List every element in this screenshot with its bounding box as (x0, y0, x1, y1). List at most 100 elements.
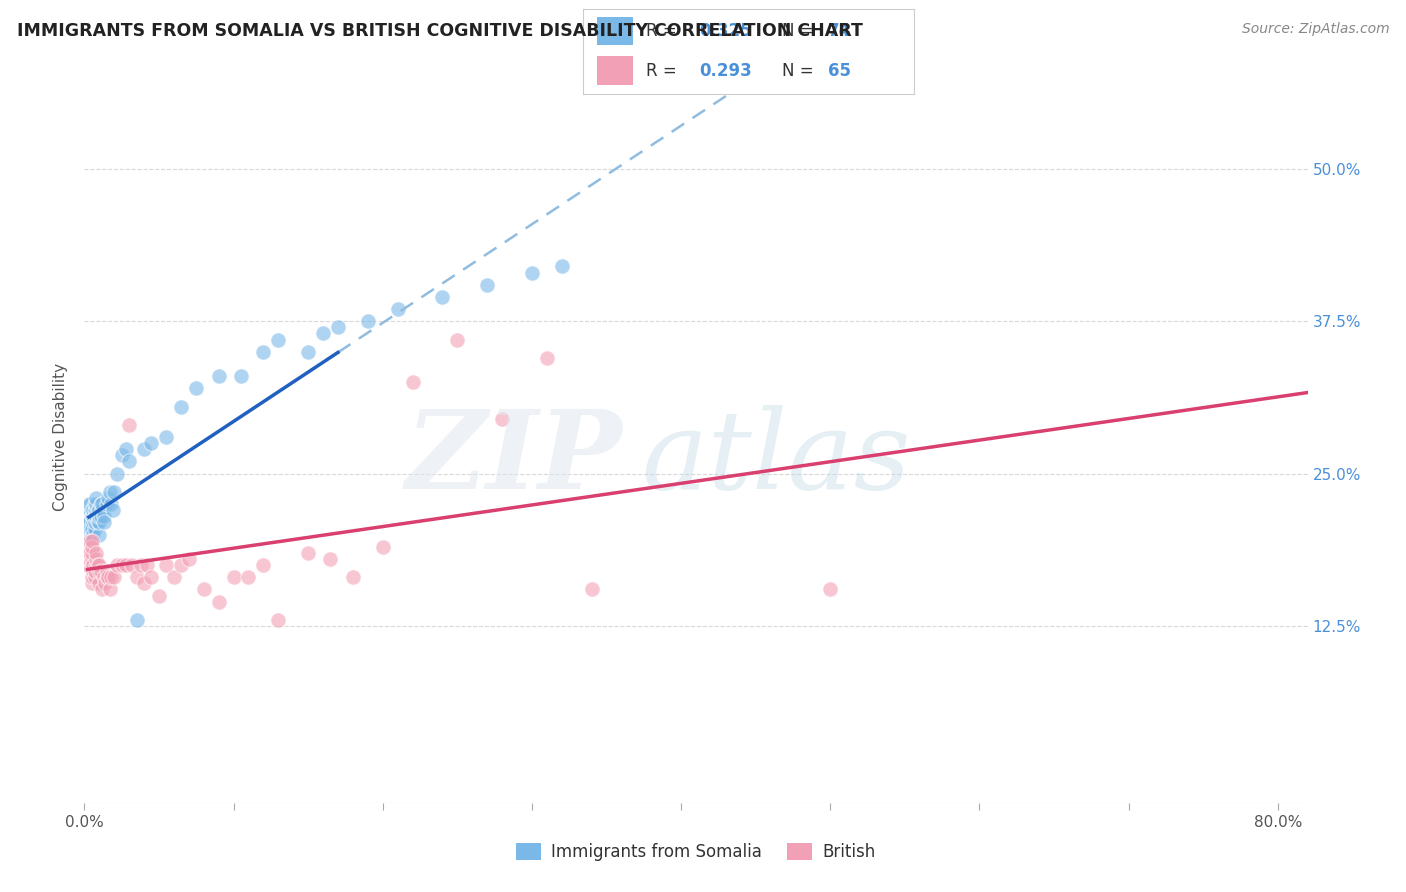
Point (79, 533, 101, 548)
Point (77, 509, 100, 524)
Point (82, 516, 104, 530)
Text: 65: 65 (828, 62, 851, 79)
Point (84, 552, 107, 566)
Point (125, 570, 148, 584)
Point (79, 546, 101, 560)
Point (118, 454, 141, 468)
Y-axis label: Cognitive Disability: Cognitive Disability (53, 363, 69, 511)
Point (97, 570, 120, 584)
Point (84, 491, 107, 505)
Point (105, 467, 128, 481)
Point (141, 570, 163, 584)
Point (229, 369, 252, 384)
Point (148, 589, 170, 603)
Point (80, 533, 103, 548)
Point (96, 564, 118, 578)
Point (89, 576, 111, 591)
Point (520, 266, 543, 280)
Point (83, 564, 105, 578)
Text: ZIP: ZIP (406, 405, 623, 513)
Point (98, 485, 121, 500)
Point (87, 558, 110, 573)
Point (79, 516, 101, 530)
Point (84, 509, 107, 524)
Point (87, 516, 110, 530)
Point (91, 497, 114, 511)
Point (82, 527, 104, 541)
Point (475, 277, 498, 292)
Point (97, 491, 120, 505)
Text: N =: N = (782, 62, 818, 79)
Point (93, 516, 115, 530)
Point (80, 503, 103, 517)
Point (89, 516, 111, 530)
Point (252, 344, 274, 359)
Point (96, 570, 118, 584)
Text: IMMIGRANTS FROM SOMALIA VS BRITISH COGNITIVE DISABILITY CORRELATION CHART: IMMIGRANTS FROM SOMALIA VS BRITISH COGNI… (17, 22, 863, 40)
Point (491, 412, 513, 426)
Point (89, 558, 111, 573)
Point (79, 503, 101, 517)
Point (551, 260, 574, 274)
Point (326, 320, 349, 334)
Point (82, 503, 104, 517)
Point (82, 564, 104, 578)
Point (80, 527, 103, 541)
Point (82, 558, 104, 573)
Point (103, 570, 125, 584)
Point (132, 576, 155, 591)
Text: 0.325: 0.325 (699, 22, 752, 40)
Point (77, 516, 100, 530)
Point (163, 570, 186, 584)
Point (83, 503, 105, 517)
Point (297, 344, 319, 359)
Point (77, 540, 100, 554)
Point (79, 533, 101, 548)
Point (90, 564, 112, 578)
Point (115, 442, 138, 457)
Point (80, 570, 103, 584)
Point (80, 540, 103, 554)
Point (222, 570, 245, 584)
Point (536, 351, 558, 365)
Point (193, 582, 215, 597)
Point (101, 503, 124, 517)
Text: R =: R = (647, 22, 682, 40)
Point (80, 552, 103, 566)
Point (319, 552, 342, 566)
FancyBboxPatch shape (596, 17, 633, 45)
Point (76, 558, 98, 573)
Point (80, 540, 103, 554)
Point (82, 509, 104, 524)
Point (312, 326, 335, 341)
Point (98, 582, 121, 597)
Point (207, 369, 229, 384)
Point (170, 558, 193, 573)
Text: R =: R = (647, 62, 682, 79)
Point (83, 521, 105, 535)
FancyBboxPatch shape (596, 56, 633, 85)
Point (89, 509, 111, 524)
Point (77, 552, 100, 566)
Point (111, 558, 134, 573)
Point (77, 521, 100, 535)
Point (267, 613, 290, 627)
Point (105, 558, 128, 573)
Point (80, 558, 103, 573)
Text: 0.293: 0.293 (699, 62, 752, 79)
Point (252, 558, 274, 573)
Point (155, 430, 177, 444)
Point (79, 521, 101, 535)
Point (387, 301, 409, 317)
Point (89, 503, 111, 517)
Point (77, 546, 100, 560)
Point (125, 613, 148, 627)
Point (267, 333, 290, 347)
Point (91, 582, 114, 597)
Point (80, 521, 103, 535)
Point (80, 546, 103, 560)
Point (79, 527, 101, 541)
Point (80, 558, 103, 573)
Point (371, 540, 394, 554)
Point (132, 442, 155, 457)
